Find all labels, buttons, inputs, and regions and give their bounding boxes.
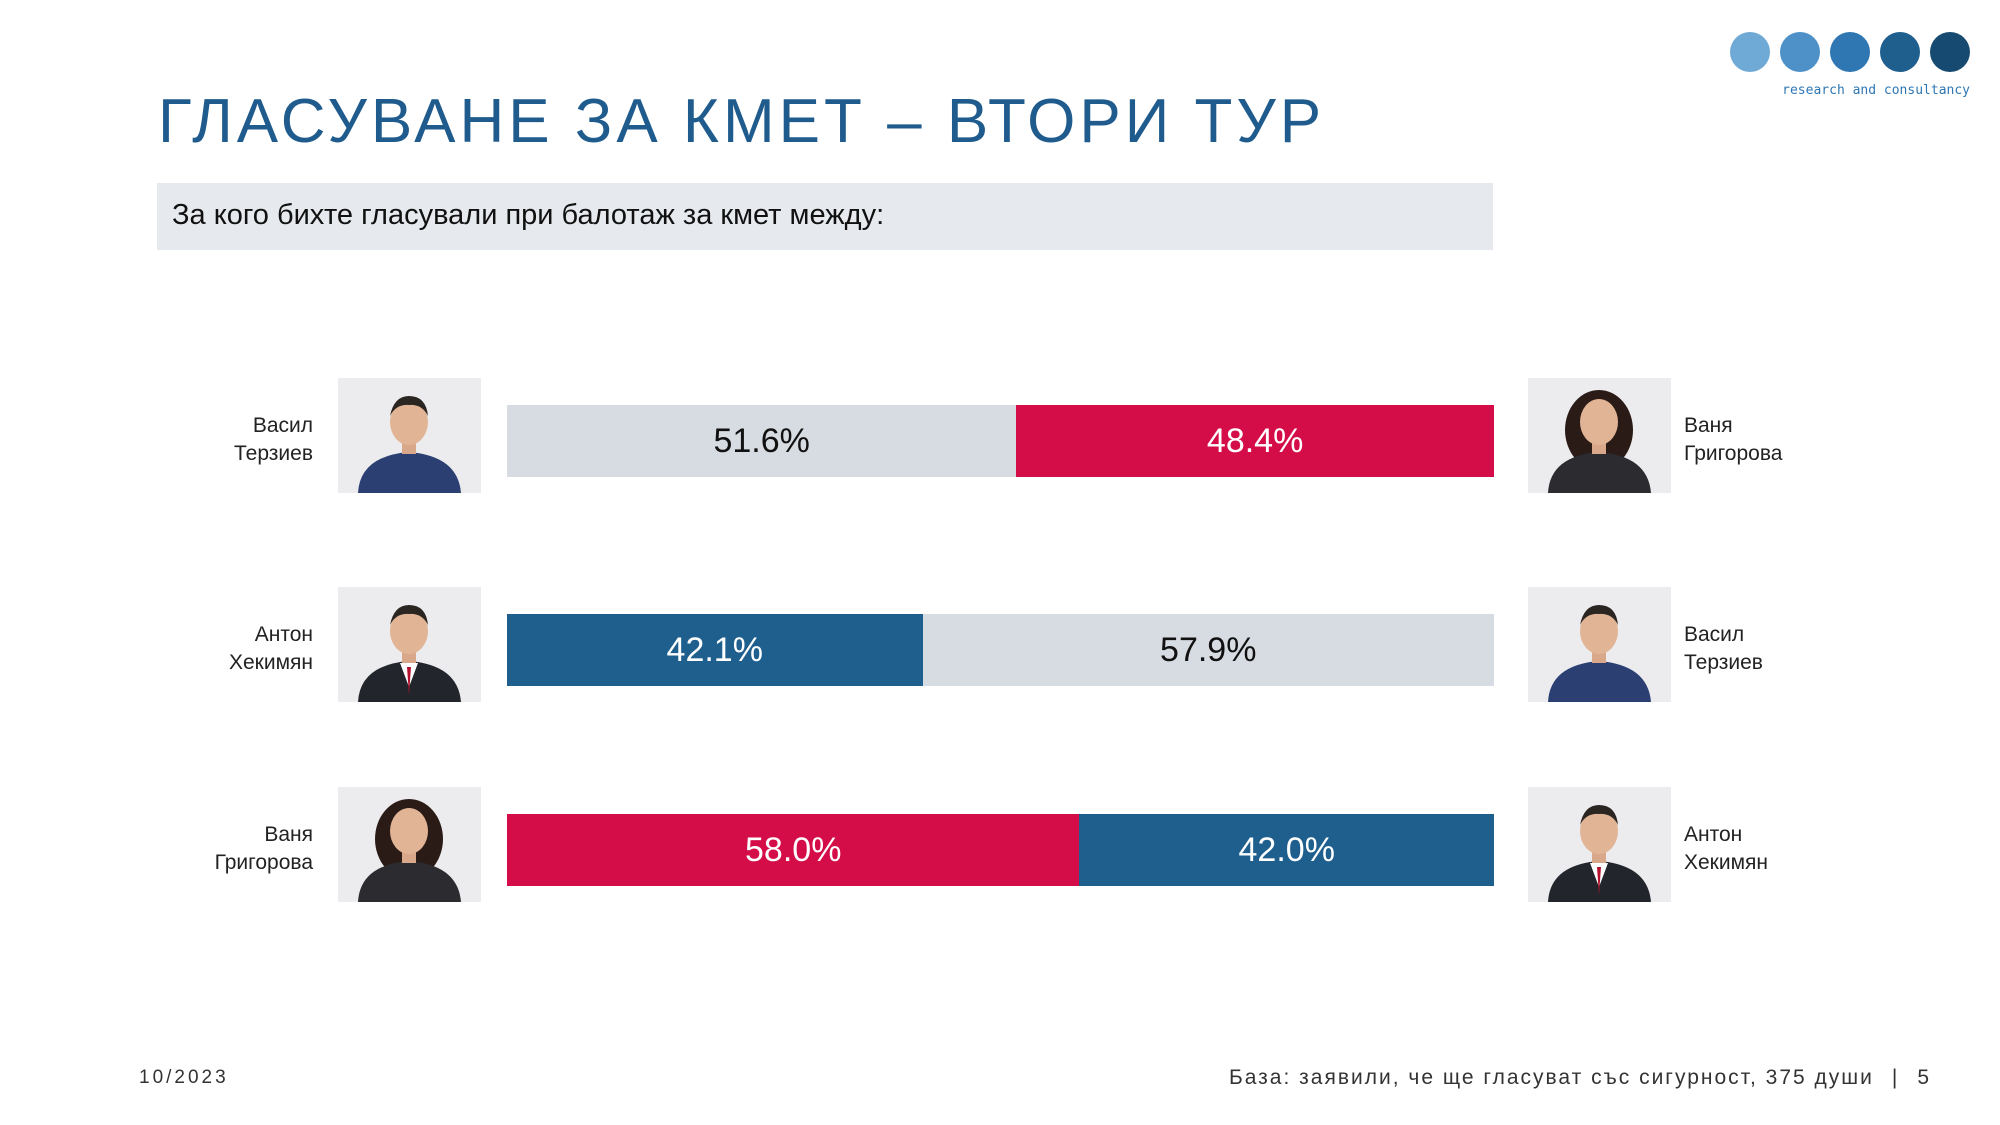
data-label-left: 58.0% bbox=[745, 831, 842, 869]
data-label-left: 42.1% bbox=[666, 631, 763, 669]
left-name-first: Ваня bbox=[264, 823, 313, 846]
footer-separator: | bbox=[1891, 1066, 1900, 1089]
left-candidate-name: Антон Хекимян bbox=[113, 621, 313, 677]
right-candidate-name: Васил Терзиев bbox=[1684, 621, 1884, 677]
chart-row: Васил Терзиев 51.6% 48.4% Ваня Григорова bbox=[0, 378, 2000, 498]
data-label-right: 57.9% bbox=[1160, 631, 1257, 669]
question-text: За кого бихте гласували при балотаж за к… bbox=[172, 199, 885, 231]
left-name-last: Терзиев bbox=[234, 442, 313, 465]
bar-segment-right: 57.9% bbox=[922, 614, 1494, 686]
left-name-first: Васил bbox=[252, 414, 313, 437]
right-name-first: Ваня bbox=[1684, 414, 1733, 437]
left-name-first: Антон bbox=[254, 623, 313, 646]
footer-info: База: заявили, че ще гласуват със сигурн… bbox=[1229, 1066, 1931, 1090]
right-name-last: Григорова bbox=[1684, 442, 1783, 465]
right-candidate-photo bbox=[1528, 587, 1671, 702]
data-label-left: 51.6% bbox=[713, 422, 810, 460]
right-candidate-name: Ваня Григорова bbox=[1684, 412, 1884, 468]
footer-date: 10/2023 bbox=[139, 1067, 229, 1088]
chart-row: Антон Хекимян 42.1% 57.9% Васил Терзиев bbox=[0, 587, 2000, 707]
page-number: 5 bbox=[1917, 1066, 1931, 1089]
bar-segment-right: 42.0% bbox=[1079, 814, 1494, 886]
bar-segment-left: 42.1% bbox=[507, 614, 923, 686]
stacked-bar: 42.1% 57.9% bbox=[507, 614, 1494, 686]
data-label-right: 42.0% bbox=[1238, 831, 1335, 869]
footer-base: База: заявили, че ще гласуват със сигурн… bbox=[1228, 1066, 1874, 1089]
bar-segment-right: 48.4% bbox=[1016, 405, 1494, 477]
right-candidate-photo bbox=[1528, 787, 1671, 902]
left-candidate-photo bbox=[338, 378, 481, 493]
data-label-right: 48.4% bbox=[1206, 422, 1304, 460]
left-candidate-name: Ваня Григорова bbox=[113, 821, 313, 877]
left-candidate-photo bbox=[338, 787, 481, 902]
right-candidate-photo bbox=[1528, 378, 1671, 493]
chart-row: Ваня Григорова 58.0% 42.0% Антон Хекимян bbox=[0, 787, 2000, 907]
stacked-bar: 51.6% 48.4% bbox=[507, 405, 1494, 477]
left-name-last: Григорова bbox=[214, 851, 313, 874]
estat-logo: estat research and consultancy bbox=[1730, 32, 1970, 98]
left-candidate-photo bbox=[338, 587, 481, 702]
bar-segment-left: 58.0% bbox=[507, 814, 1080, 886]
question-box: За кого бихте гласували при балотаж за к… bbox=[157, 183, 1493, 250]
right-name-last: Хекимян bbox=[1684, 851, 1769, 874]
bar-segment-left: 51.6% bbox=[507, 405, 1017, 477]
page-title: ГЛАСУВАНЕ ЗА КМЕТ – ВТОРИ ТУР bbox=[158, 87, 1326, 156]
left-candidate-name: Васил Терзиев bbox=[113, 412, 313, 468]
right-name-first: Антон bbox=[1684, 823, 1743, 846]
stacked-bar: 58.0% 42.0% bbox=[507, 814, 1494, 886]
right-name-last: Терзиев bbox=[1684, 651, 1763, 674]
logo-tagline: research and consultancy bbox=[1782, 83, 1970, 98]
right-name-first: Васил bbox=[1684, 623, 1745, 646]
right-candidate-name: Антон Хекимян bbox=[1684, 821, 1884, 877]
left-name-last: Хекимян bbox=[228, 651, 313, 674]
